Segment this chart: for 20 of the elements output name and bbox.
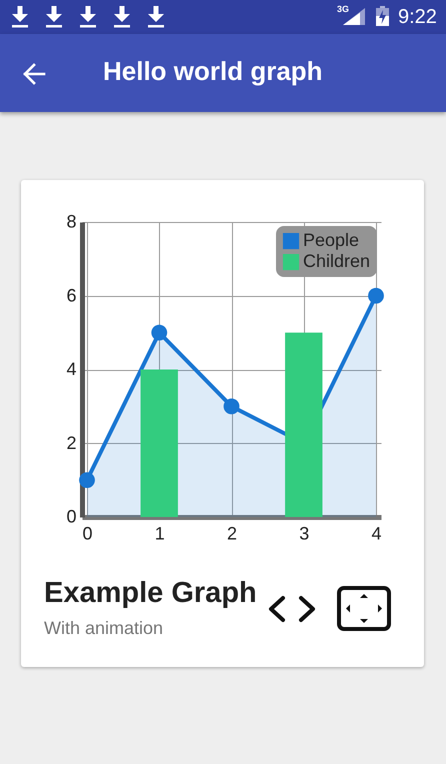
legend-label: People [303,230,360,250]
point [79,472,95,488]
x-tick-label: 1 [154,524,165,544]
y-tick-label: 4 [66,359,76,379]
text: With animation [44,617,164,639]
text: 9:22 [398,5,437,29]
x-tick-label: 0 [82,524,93,544]
y-tick-label: 0 [66,506,76,526]
x-tick-label: 4 [371,524,382,544]
x-tick-label: 2 [226,524,238,544]
text: Example Graph [44,576,257,610]
x-tick-label: 3 [299,524,310,544]
y-tick-label: 2 [66,432,76,453]
text: 3G [337,4,350,15]
text: Hello world graph [103,55,323,87]
point [151,324,168,341]
point [224,398,240,414]
legend-label: Children [303,251,370,271]
y-tick-label: 6 [66,285,76,306]
y-tick-label: 8 [66,212,76,232]
